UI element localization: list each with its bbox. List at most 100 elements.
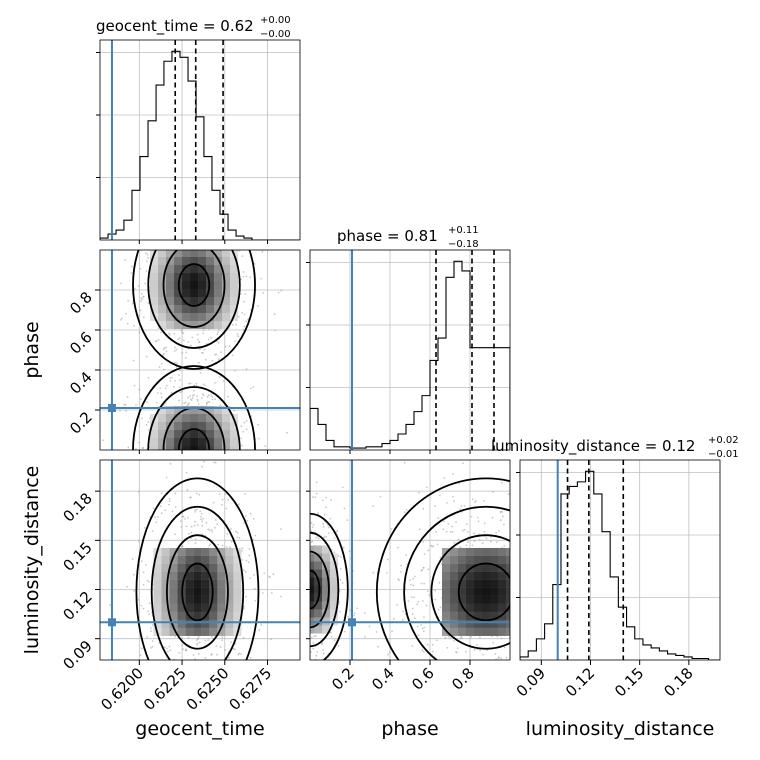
- sample-point: [156, 492, 158, 494]
- sample-point: [289, 646, 291, 648]
- sample-point: [270, 638, 273, 641]
- panel-frame: [99, 459, 301, 661]
- density-cell: [177, 627, 186, 636]
- sample-point: [423, 626, 426, 629]
- sample-point: [173, 455, 175, 457]
- sample-point: [306, 559, 308, 561]
- sample-point: [200, 483, 202, 485]
- sample-point: [526, 584, 528, 586]
- density-cell: [193, 627, 202, 636]
- sample-point: [126, 468, 128, 470]
- sample-point: [443, 477, 446, 479]
- sample-point: [190, 531, 193, 534]
- sample-point: [243, 569, 245, 571]
- density-cell: [177, 611, 186, 620]
- sample-point: [213, 466, 215, 468]
- sample-point: [579, 648, 581, 650]
- sample-point: [214, 461, 217, 464]
- density-cell: [222, 414, 231, 422]
- sample-point: [436, 543, 439, 546]
- sample-point: [218, 244, 220, 246]
- sample-point: [463, 505, 466, 507]
- density-cell: [150, 257, 159, 265]
- sample-point: [198, 653, 200, 655]
- density-cell: [217, 571, 226, 580]
- sample-point: [190, 525, 193, 528]
- sample-point: [303, 640, 305, 642]
- sample-point: [410, 596, 413, 598]
- sample-point: [229, 243, 231, 245]
- sample-point: [279, 528, 282, 530]
- sample-point: [297, 546, 299, 548]
- sample-point: [139, 309, 142, 312]
- hist-frame: [519, 459, 721, 661]
- density-cell: [198, 313, 207, 321]
- sample-point: [229, 546, 231, 549]
- sample-point: [142, 295, 145, 298]
- sample-point: [216, 696, 218, 698]
- sample-point: [133, 324, 135, 327]
- sample-point: [200, 453, 202, 455]
- sample-point: [142, 607, 145, 610]
- density-cell: [314, 601, 322, 610]
- sample-point: [390, 527, 393, 530]
- density-cell: [466, 579, 474, 588]
- sample-point: [244, 493, 247, 495]
- sample-point: [178, 652, 181, 654]
- sample-point: [536, 608, 538, 610]
- sample-point: [178, 201, 180, 203]
- sample-point: [452, 472, 454, 475]
- sample-point: [249, 276, 251, 279]
- contour-level-3: [150, 505, 245, 660]
- sample-point: [250, 387, 253, 390]
- sample-point: [281, 537, 283, 539]
- sample-point: [447, 635, 450, 638]
- sample-point: [292, 583, 294, 585]
- sample-point: [400, 564, 402, 567]
- sample-point: [135, 447, 137, 450]
- sample-point: [271, 578, 273, 580]
- density-cell: [209, 603, 218, 612]
- sample-point: [322, 523, 324, 525]
- density-cell: [169, 595, 178, 604]
- sample-point: [168, 645, 171, 648]
- sample-point: [513, 533, 515, 535]
- sample-point: [220, 521, 222, 523]
- sample-point: [205, 358, 207, 361]
- sample-point: [145, 355, 148, 358]
- sample-point: [259, 560, 261, 562]
- sample-point: [403, 511, 406, 513]
- sample-point: [276, 534, 278, 536]
- sample-point: [530, 662, 532, 664]
- sample-point: [198, 493, 201, 496]
- density-cell: [150, 446, 159, 450]
- sample-point: [327, 526, 330, 529]
- contour-level-4: [375, 477, 510, 660]
- sample-point: [291, 666, 293, 668]
- sample-point: [281, 573, 283, 575]
- density-cell: [198, 486, 206, 494]
- density-cell: [442, 595, 450, 604]
- sample-point: [305, 553, 307, 555]
- sample-point: [231, 467, 233, 469]
- sample-point: [372, 504, 375, 507]
- xlabel-geocent-time: geocent_time: [135, 718, 264, 740]
- sample-point: [207, 394, 210, 397]
- density-cell: [322, 609, 330, 618]
- density-cell: [198, 265, 207, 273]
- density-cell: [193, 619, 202, 628]
- sample-point: [137, 482, 139, 484]
- density-cell: [193, 571, 202, 580]
- sample-point: [210, 393, 213, 396]
- sample-point: [434, 505, 436, 508]
- sample-point: [414, 617, 416, 620]
- density-cell: [466, 595, 474, 604]
- sample-point: [178, 379, 181, 381]
- sample-point: [145, 213, 147, 215]
- panel-2d-geocent_time-phase: [99, 201, 301, 523]
- sample-point: [302, 562, 304, 564]
- sample-point: [482, 653, 484, 656]
- sample-point: [150, 627, 152, 629]
- sample-point: [291, 609, 293, 611]
